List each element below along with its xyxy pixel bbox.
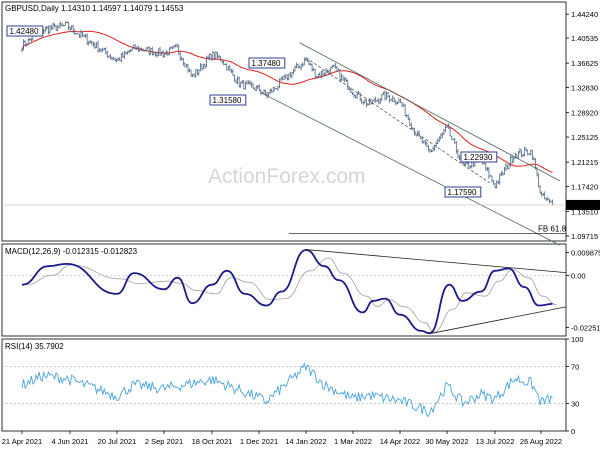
level-label-137480: 1.37480 — [252, 59, 281, 68]
date-axis-label: 1 Dec 2021 — [240, 437, 278, 446]
price-axis-label: 1.17420 — [571, 183, 598, 192]
level-label-137480-box — [248, 57, 286, 69]
channel-upper-line — [299, 42, 561, 182]
rsi-axis-label: 70 — [571, 363, 579, 372]
date-axis-label: 13 Jul 2022 — [476, 437, 515, 446]
date-axis-label: 14 Jan 2022 — [285, 437, 326, 446]
price-axis-label: 1.40535 — [571, 34, 598, 43]
date-axis-label: 30 May 2022 — [425, 437, 468, 446]
rsi-panel-title: RSI(14) 35.7902 — [5, 342, 64, 351]
rsi-line — [21, 362, 553, 417]
date-axis-label: 2 Sep 2021 — [145, 437, 183, 446]
price-axis-label: 1.25125 — [571, 133, 598, 142]
date-axis-label: 18 Oct 2021 — [192, 437, 233, 446]
rsi-axis-label: 100 — [571, 335, 584, 344]
current-price-tag — [566, 199, 600, 210]
price-axis-label: 1.28920 — [571, 109, 598, 118]
price-axis-label: 1.09715 — [571, 232, 598, 241]
price-axis-label: 1.44240 — [571, 10, 598, 19]
level-label-142480: 1.42480 — [10, 27, 39, 36]
macd-axis-label: 0.009875 — [571, 249, 600, 258]
level-label-117590-box — [444, 186, 482, 198]
macd-axis-label: -0.022516 — [571, 323, 600, 332]
macd-lower-trendline — [429, 306, 567, 335]
date-axis-label: 4 Jun 2021 — [51, 437, 88, 446]
macd-panel-title: MACD(12,26,9) -0.012315 -0.012823 — [5, 247, 138, 256]
price-axis-label: 1.36625 — [571, 59, 598, 68]
date-axis-label: 20 Jul 2021 — [98, 437, 137, 446]
watermark-text: ActionForex.com — [208, 165, 366, 188]
level-label-131580-box — [209, 94, 247, 106]
level-label-122930-box — [460, 151, 498, 163]
date-axis-label: 21 Apr 2021 — [2, 437, 42, 446]
price-axis-label: 1.32830 — [571, 84, 598, 93]
price-panel-title: GBPUSD,Daily 1.14310 1.14597 1.14079 1.1… — [5, 4, 184, 13]
current-price-label: 1.14553 — [568, 201, 595, 210]
macd-upper-trendline — [305, 249, 567, 274]
level-label-117590: 1.17590 — [448, 188, 477, 197]
date-axis-label: 14 Apr 2022 — [380, 437, 420, 446]
level-label-142480-box — [6, 25, 44, 37]
date-axis-label: 1 Mar 2022 — [334, 437, 372, 446]
price-bars-group — [21, 21, 554, 206]
date-axis-label: 26 Aug 2022 — [520, 437, 562, 446]
price-axis-label: 1.21215 — [571, 158, 598, 167]
macd-axis-label: 0.00 — [571, 271, 586, 280]
channel-lower-line — [259, 91, 560, 246]
level-label-122930: 1.22930 — [464, 153, 493, 162]
fib-level-label: FB 61.8 — [538, 225, 567, 234]
macd-signal-line — [25, 257, 557, 333]
rsi-axis-label: 0 — [571, 427, 575, 436]
level-label-131580: 1.31580 — [213, 96, 242, 105]
moving-average-line — [21, 30, 553, 173]
panel-frame-1 — [1, 1, 567, 242]
rsi-axis-label: 30 — [571, 399, 579, 408]
price-axis-label: 1.13510 — [571, 208, 598, 217]
macd-line — [21, 249, 553, 335]
projection-dashed-line — [305, 57, 490, 184]
